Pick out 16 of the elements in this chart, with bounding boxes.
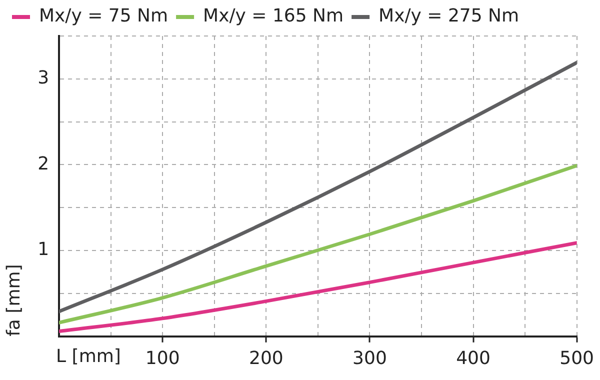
x-tick-label: 200	[248, 348, 284, 369]
legend-label: Mx/y = 165 Nm	[203, 6, 344, 27]
x-tick-label: 400	[456, 348, 490, 369]
y-tick-label: 3	[38, 68, 50, 89]
x-tick-label: 100	[145, 348, 180, 369]
line-series	[59, 164, 577, 324]
y-tick-label: 2	[38, 153, 50, 174]
legend-label: Mx/y = 75 Nm	[39, 6, 168, 27]
line-series	[59, 60, 577, 314]
y-tick-label: 1	[38, 239, 50, 260]
line-series	[59, 241, 577, 333]
x-tick-label: 500	[560, 348, 594, 369]
legend-label: Mx/y = 275 Nm	[378, 6, 520, 27]
x-axis-title: L [mm]	[56, 346, 121, 368]
y-axis-title: fa [mm]	[3, 264, 24, 336]
x-tick-label: 300	[352, 348, 387, 369]
